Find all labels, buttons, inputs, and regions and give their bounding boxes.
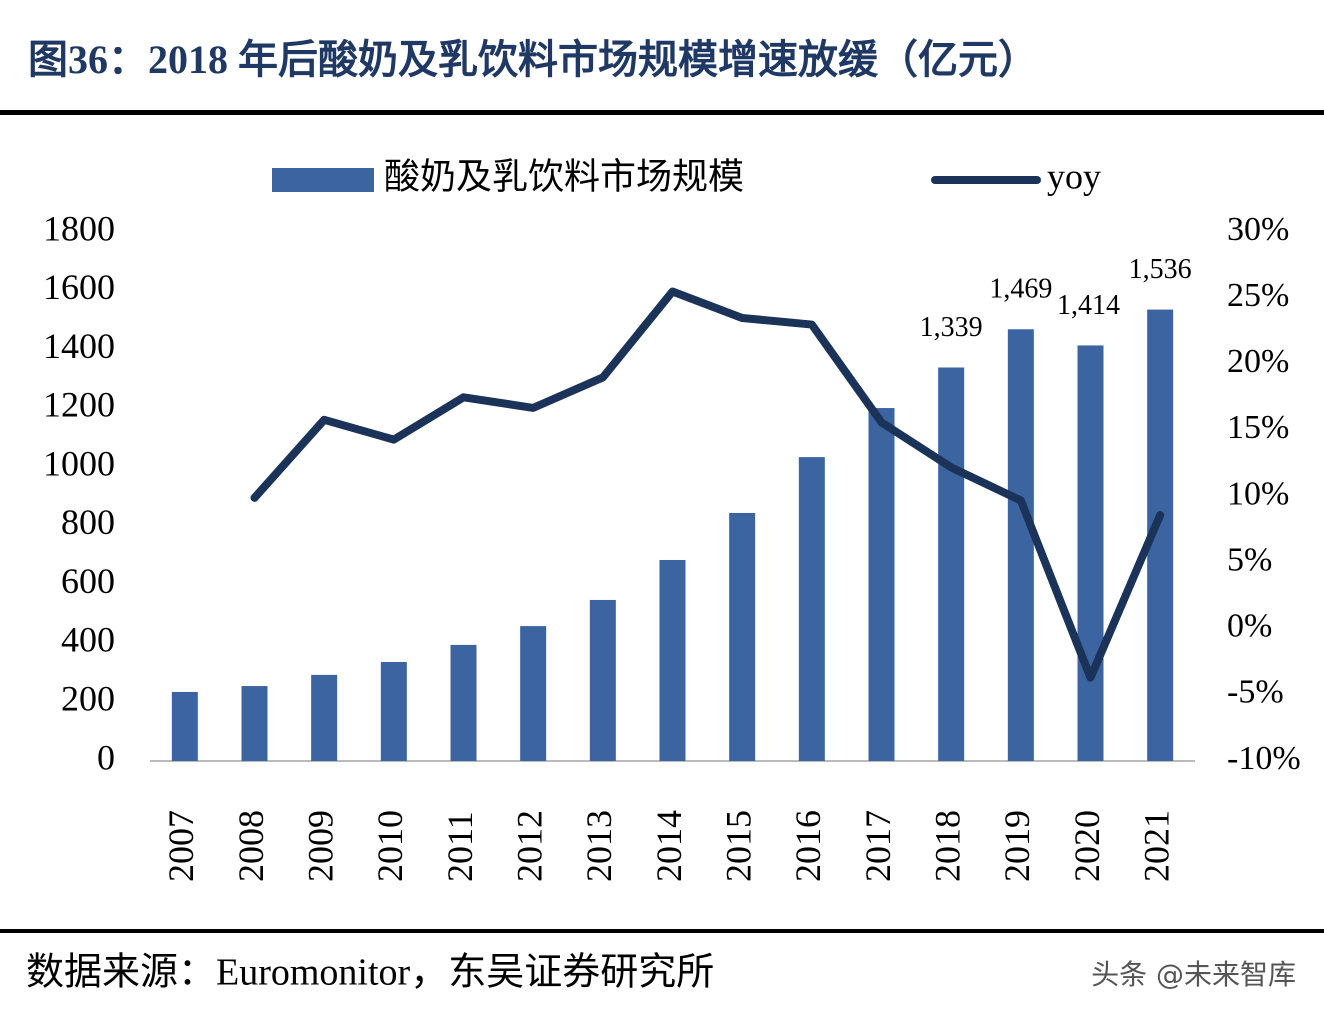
x-tick-label: 2010 xyxy=(370,810,410,882)
y2-tick-label: 10% xyxy=(1227,475,1289,512)
y2-tick-label: 15% xyxy=(1227,409,1289,446)
x-tick-label: 2012 xyxy=(509,810,549,882)
bar xyxy=(589,599,616,761)
x-tick-label: 2018 xyxy=(927,810,967,882)
y-tick-label: 200 xyxy=(61,678,115,718)
x-tick-label: 2016 xyxy=(788,810,828,882)
legend-label: 酸奶及乳饮料市场规模 xyxy=(384,156,744,196)
y2-tick-label: 5% xyxy=(1227,541,1272,578)
value-label: 1,536 xyxy=(1129,254,1192,285)
bar xyxy=(659,559,686,761)
x-tick-label: 2011 xyxy=(440,811,480,882)
y-tick-label: 600 xyxy=(61,561,115,601)
source: 数据来源：Euromonitor，东吴证券研究所 xyxy=(26,952,714,994)
value-label: 1,469 xyxy=(989,274,1052,305)
bar xyxy=(520,626,547,761)
x-tick-label: 2021 xyxy=(1136,810,1176,882)
x-tick-label: 2015 xyxy=(718,810,758,882)
x-tick-label: 2007 xyxy=(161,810,201,882)
y2-tick-label: -5% xyxy=(1227,674,1284,711)
y2-tick-label: 0% xyxy=(1227,608,1272,645)
y-tick-label: 1800 xyxy=(43,208,115,248)
bar xyxy=(171,691,198,761)
y-tick-label: 0 xyxy=(97,737,115,777)
watermark: 头条 @未来智库 xyxy=(1091,958,1296,991)
bar xyxy=(380,661,407,761)
y2-tick-label: -10% xyxy=(1227,740,1301,777)
x-tick-label: 2013 xyxy=(579,810,619,882)
value-label: 1,414 xyxy=(1057,290,1120,321)
bar xyxy=(241,686,268,761)
y-tick-label: 400 xyxy=(61,620,115,660)
y-tick-label: 1400 xyxy=(43,326,115,366)
y2-tick-label: 25% xyxy=(1227,277,1289,314)
y-tick-label: 1000 xyxy=(43,443,115,483)
title-rule xyxy=(0,110,1324,115)
y-tick-label: 1200 xyxy=(43,385,115,425)
x-tick-label: 2009 xyxy=(300,810,340,882)
bar xyxy=(311,674,338,761)
y2-tick-label: 30% xyxy=(1227,211,1289,248)
bar xyxy=(868,408,895,761)
x-tick-label: 2008 xyxy=(231,810,271,882)
y2-tick-label: 20% xyxy=(1227,343,1289,380)
bar xyxy=(1007,329,1034,761)
x-tick-label: 2014 xyxy=(649,810,689,882)
bar xyxy=(938,367,965,761)
bar xyxy=(729,512,756,761)
chart-title: 图36：2018 年后酸奶及乳饮料市场规模增速放缓（亿元） xyxy=(28,37,1038,82)
bar xyxy=(450,644,477,761)
y-tick-label: 800 xyxy=(61,502,115,542)
legend-label: yoy xyxy=(1047,156,1101,196)
line xyxy=(250,287,1165,682)
y-tick-label: 1600 xyxy=(43,267,115,307)
legend-swatch xyxy=(272,168,374,192)
x-tick-label: 2020 xyxy=(1067,810,1107,882)
bar xyxy=(1077,345,1104,761)
value-label: 1,339 xyxy=(920,312,983,343)
bar xyxy=(798,457,825,761)
footer-rule xyxy=(0,929,1324,933)
x-tick-label: 2017 xyxy=(858,810,898,882)
x-tick-label: 2019 xyxy=(997,810,1037,882)
